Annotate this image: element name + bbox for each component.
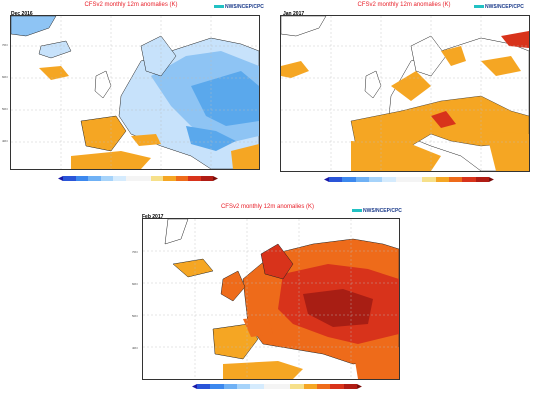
colorbar-swatch xyxy=(408,177,423,182)
lat-label: 70N xyxy=(132,250,138,254)
colorbar-swatch xyxy=(113,176,126,181)
credit-label: NWS/NCEP/CPC xyxy=(352,208,402,214)
colorbar-swatch xyxy=(188,176,201,181)
nws-mark-icon xyxy=(214,5,224,9)
colorbar xyxy=(324,177,494,182)
colorbar-swatch xyxy=(368,177,383,182)
nws-mark-icon xyxy=(474,5,484,9)
period-label: Jan 2017 xyxy=(283,11,305,17)
lat-label: 50N xyxy=(2,107,8,111)
colorbar-swatch xyxy=(175,176,188,181)
colorbar-swatch xyxy=(342,177,356,182)
panel-title: CFSv2 monthly 12m anomalies (K) xyxy=(220,204,315,210)
lat-label: 60N xyxy=(2,75,8,79)
lat-label: 40N xyxy=(132,346,138,350)
colorbar-swatch xyxy=(475,177,489,182)
colorbar-swatch xyxy=(58,176,63,181)
panel-title: CFSv2 monthly 12m anomalies (K) xyxy=(84,2,178,8)
colorbar-swatch xyxy=(382,177,396,182)
colorbar-swatch xyxy=(150,176,163,181)
colorbar-swatch xyxy=(125,176,138,181)
colorbar-swatch xyxy=(488,177,494,182)
period-label: Feb 2017 xyxy=(142,214,164,220)
colorbar-swatch xyxy=(223,384,237,389)
colorbar-swatch xyxy=(329,177,343,182)
colorbar-swatch xyxy=(250,384,264,389)
nws-mark-icon xyxy=(352,209,362,213)
anomaly-map xyxy=(10,15,260,170)
credit-label: NWS/NCEP/CPC xyxy=(214,4,264,10)
colorbar-swatch xyxy=(88,176,101,181)
panel-dec-2016: CFSv2 monthly 12m anomalies (K) Dec 2016… xyxy=(0,0,264,190)
colorbar-swatch xyxy=(276,384,291,389)
lat-label: 60N xyxy=(132,282,138,286)
anomaly-map xyxy=(280,15,530,172)
colorbar-swatch xyxy=(316,384,331,389)
colorbar xyxy=(58,176,218,181)
colorbar-swatch xyxy=(303,384,317,389)
colorbar-swatch xyxy=(200,176,213,181)
colorbar-swatch xyxy=(100,176,113,181)
colorbar-swatch xyxy=(210,384,224,389)
colorbar-swatch xyxy=(462,177,476,182)
credit-label: NWS/NCEP/CPC xyxy=(474,4,524,10)
colorbar-swatch xyxy=(448,177,463,182)
colorbar-swatch xyxy=(138,176,151,181)
colorbar-swatch xyxy=(435,177,449,182)
colorbar-swatch xyxy=(163,176,176,181)
colorbar-swatch xyxy=(63,176,76,181)
period-label: Dec 2016 xyxy=(11,11,33,17)
colorbar xyxy=(192,384,362,389)
lat-label: 70N xyxy=(2,43,8,47)
colorbar-swatch xyxy=(290,384,304,389)
colorbar-swatch xyxy=(422,177,436,182)
colorbar-swatch xyxy=(197,384,211,389)
colorbar-swatch xyxy=(356,384,362,389)
colorbar-swatch xyxy=(263,384,277,389)
colorbar-swatch xyxy=(213,176,218,181)
panel-jan-2017: CFSv2 monthly 12m anomalies (K) Jan 2017… xyxy=(274,0,534,190)
colorbar-swatch xyxy=(330,384,344,389)
colorbar-swatch xyxy=(355,177,369,182)
panel-feb-2017: CFSv2 monthly 12m anomalies (K) Feb 2017… xyxy=(130,200,405,400)
colorbar-swatch xyxy=(192,384,197,389)
lat-label: 50N xyxy=(132,314,138,318)
colorbar-swatch xyxy=(343,384,357,389)
colorbar-swatch xyxy=(75,176,88,181)
anomaly-map xyxy=(142,218,400,380)
colorbar-swatch xyxy=(395,177,409,182)
panel-title: CFSv2 monthly 12m anomalies (K) xyxy=(357,2,451,8)
lat-label: 40N xyxy=(2,139,8,143)
colorbar-swatch xyxy=(236,384,251,389)
colorbar-swatch xyxy=(324,177,329,182)
